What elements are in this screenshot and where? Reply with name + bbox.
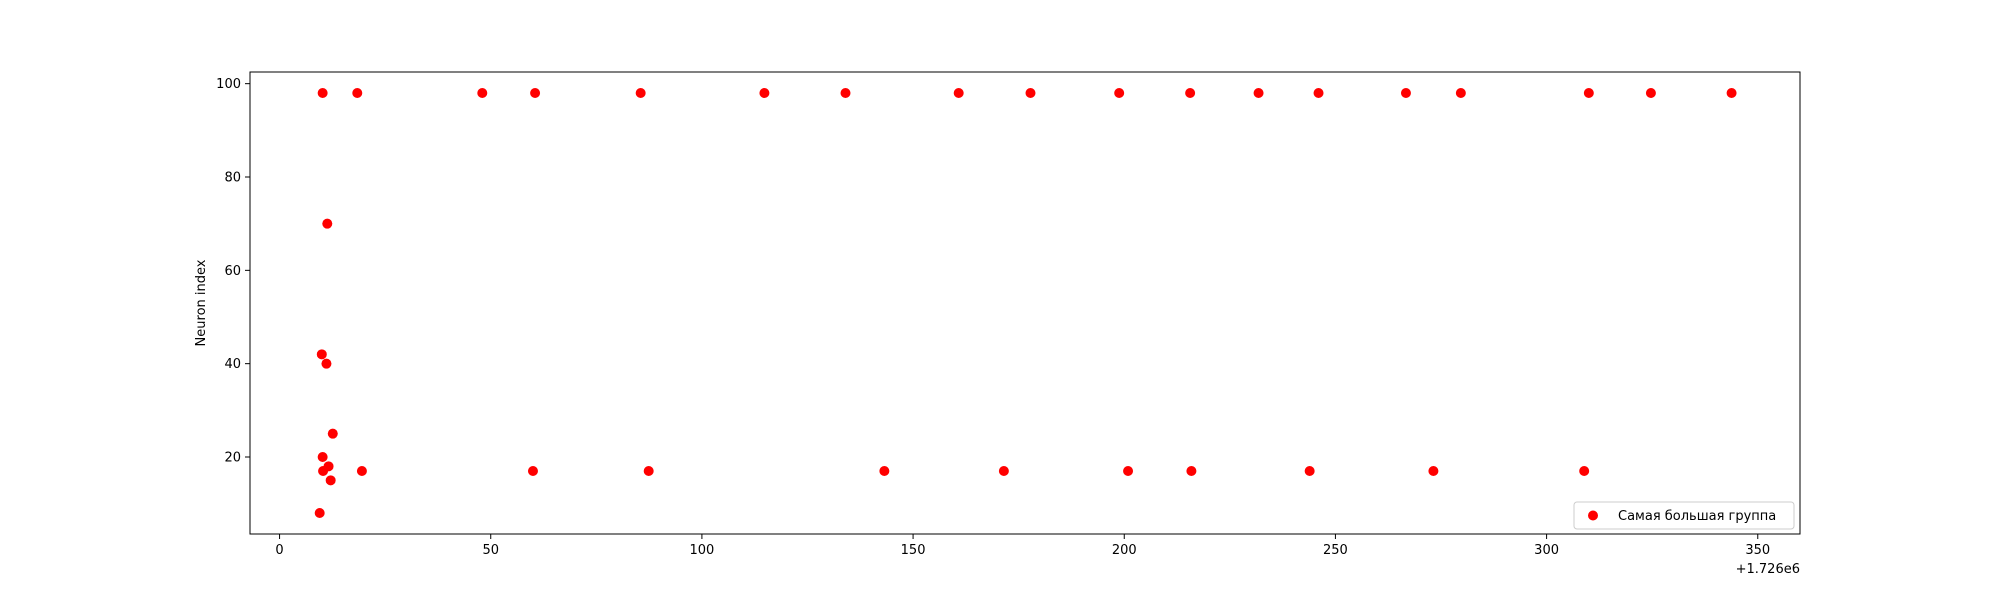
data-point (356, 466, 367, 476)
data-point (325, 475, 336, 486)
x-axis-offset-label: +1.726e6 (1736, 562, 1800, 577)
legend-marker (1588, 510, 1598, 521)
data-point (1726, 88, 1737, 98)
plot-frame (249, 71, 1801, 535)
data-point (1253, 88, 1264, 98)
y-tick-label: 80 (224, 171, 241, 186)
data-point (530, 88, 541, 98)
data-point (1455, 88, 1466, 98)
x-axis-ticks: 0 50 100 150 200 250 300 350 (275, 534, 1770, 558)
y-tick-label: 40 (224, 357, 241, 372)
data-point (1114, 88, 1125, 98)
x-tick-label: 150 (901, 543, 926, 558)
data-point (321, 358, 332, 369)
data-point (314, 508, 325, 518)
data-point (635, 88, 646, 98)
x-tick-label: 200 (1112, 543, 1137, 558)
legend-box (1573, 501, 1795, 530)
data-point (953, 88, 964, 98)
data-point (527, 466, 538, 476)
data-point (1583, 88, 1594, 98)
data-point (879, 466, 890, 476)
data-point (759, 88, 770, 98)
data-point (1428, 466, 1439, 476)
data-point (1645, 88, 1656, 98)
data-points (314, 88, 1737, 518)
data-point (998, 466, 1009, 476)
y-axis-ticks: 20 40 60 80 100 (216, 77, 250, 466)
data-point (1400, 88, 1411, 98)
data-point (1579, 466, 1590, 476)
y-tick-label: 100 (216, 77, 241, 92)
x-tick-label: 250 (1323, 543, 1348, 558)
data-point (1025, 88, 1036, 98)
y-axis-label: Neuron index (194, 259, 209, 346)
y-tick-label: 20 (224, 451, 241, 466)
data-point (840, 88, 851, 98)
data-point (317, 452, 328, 462)
x-tick-label: 50 (482, 543, 499, 558)
plot-area (250, 72, 1800, 534)
data-point (477, 88, 488, 98)
data-point (1185, 88, 1196, 98)
data-point (322, 218, 333, 229)
data-point (1123, 466, 1134, 476)
x-tick-label: 350 (1745, 543, 1770, 558)
data-point (1186, 466, 1197, 476)
y-tick-label: 60 (224, 264, 241, 279)
data-point (318, 466, 329, 476)
data-point (1313, 88, 1324, 98)
data-point (643, 466, 654, 476)
data-point (316, 349, 327, 360)
legend: Самая большая группа (1573, 501, 1795, 530)
data-point (352, 88, 363, 98)
x-tick-label: 100 (689, 543, 714, 558)
x-tick-label: 0 (275, 543, 283, 558)
x-tick-label: 300 (1534, 543, 1559, 558)
data-point (327, 428, 338, 439)
legend-label: Самая большая группа (1618, 509, 1776, 524)
data-point (1304, 466, 1315, 476)
data-point (317, 88, 328, 98)
